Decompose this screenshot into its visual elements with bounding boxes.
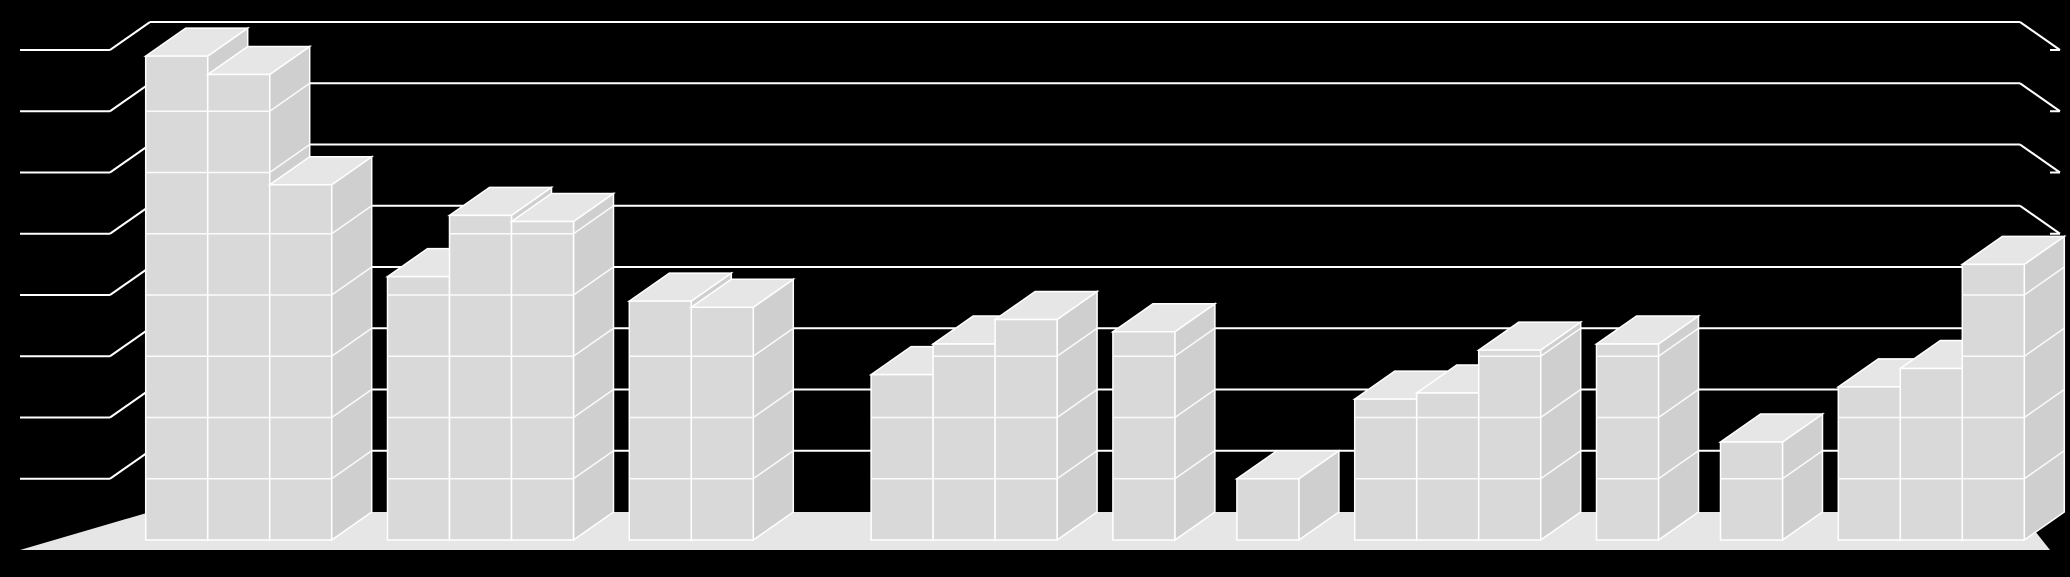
bar-front — [1113, 332, 1175, 540]
bar-side — [2024, 236, 2064, 540]
bar-front — [1900, 369, 1962, 541]
bar-front — [1355, 399, 1417, 540]
bar-front — [1479, 350, 1541, 540]
bar-front — [1417, 393, 1479, 540]
bar-front — [1838, 387, 1900, 540]
bar-side — [1057, 292, 1097, 541]
bar-front — [270, 185, 332, 540]
bar-front — [933, 344, 995, 540]
bar-front — [208, 75, 270, 541]
bar-front — [146, 56, 208, 540]
bar-front — [1597, 344, 1659, 540]
bar-chart-3d — [0, 0, 2070, 577]
bar-side — [574, 194, 614, 541]
bar-side — [1541, 322, 1581, 540]
bar-front — [871, 375, 933, 540]
bar-side — [753, 279, 793, 540]
bar-side — [1659, 316, 1699, 540]
bar-front — [388, 277, 450, 540]
bar-front — [450, 215, 512, 540]
bar-front — [629, 301, 691, 540]
bar-side — [1175, 304, 1215, 540]
bar-front — [1962, 264, 2024, 540]
bar-front — [512, 222, 574, 541]
bar-front — [691, 307, 753, 540]
bar-front — [1237, 479, 1299, 540]
bar-front — [995, 320, 1057, 541]
bar-side — [332, 157, 372, 540]
bar-front — [1721, 442, 1783, 540]
